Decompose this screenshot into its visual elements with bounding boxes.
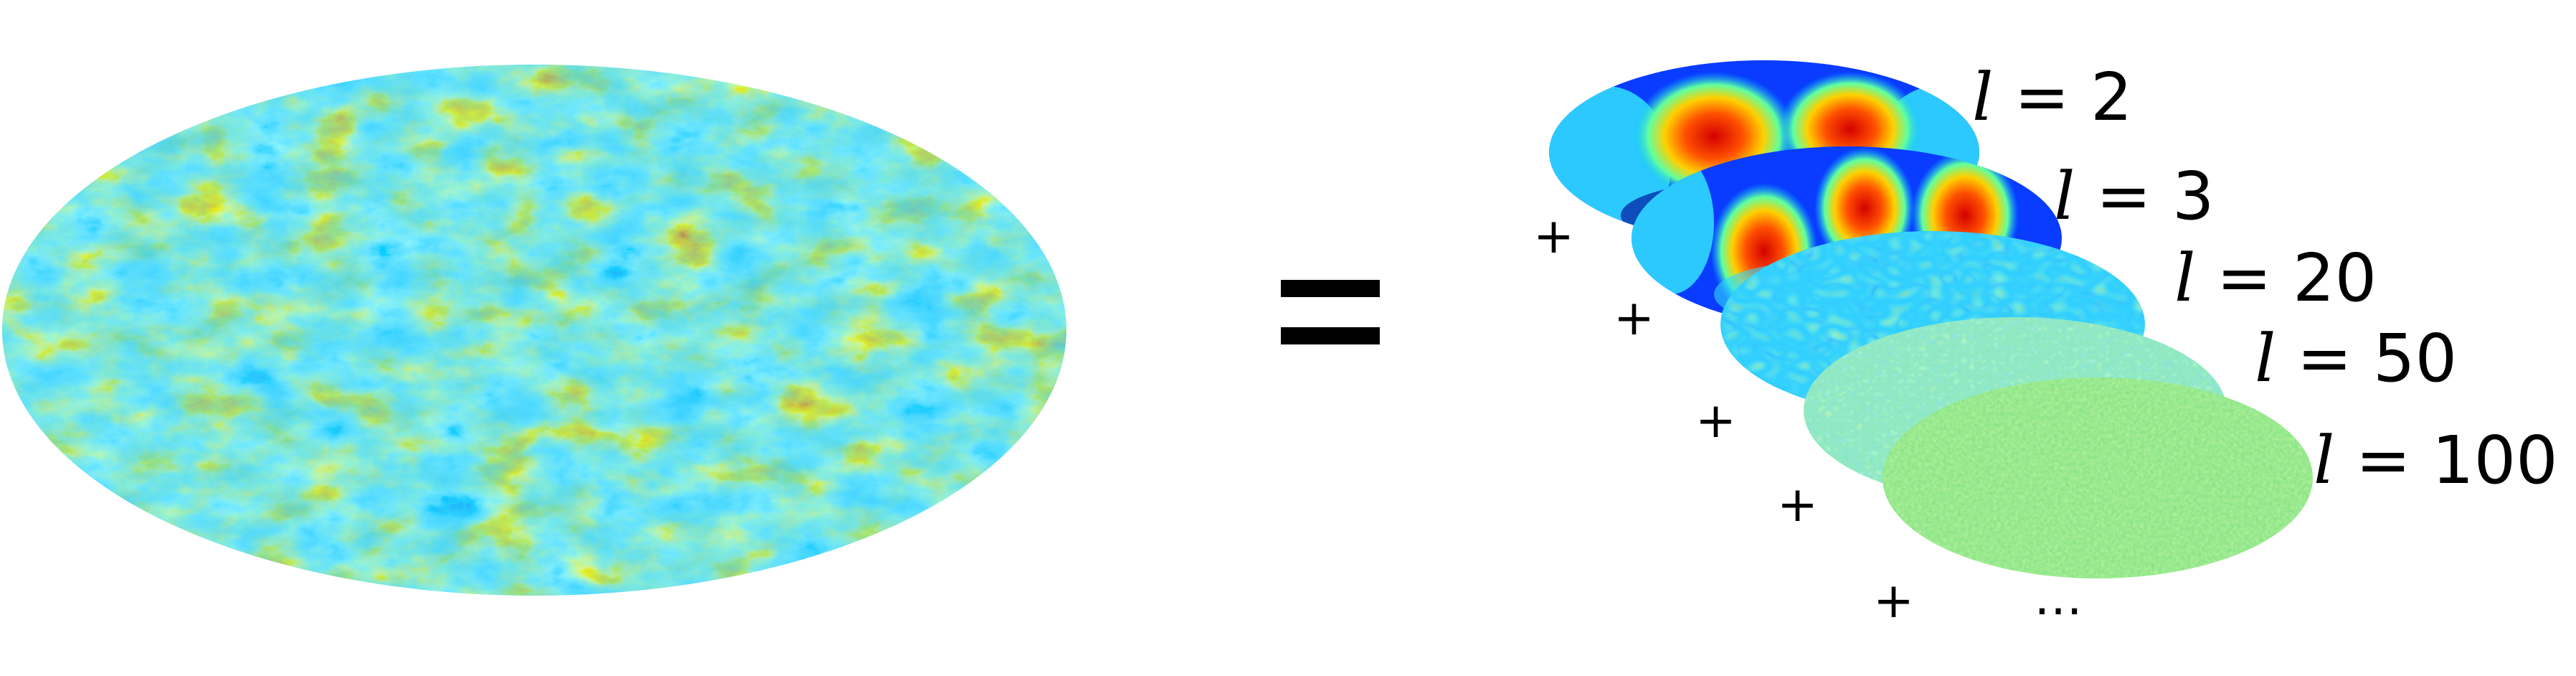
equals-bar-bottom — [1281, 327, 1380, 344]
label-l50-var: l — [2255, 320, 2276, 397]
label-l20-eq: = — [2216, 240, 2272, 316]
plus-sign-1: + — [1533, 208, 1574, 265]
plus-sign-5: + — [1873, 573, 1914, 629]
label-l100-eq: = — [2355, 422, 2411, 499]
label-l3-value: 3 — [2172, 158, 2215, 235]
label-l100-var: l — [2314, 422, 2335, 499]
label-l20-var: l — [2174, 240, 2196, 316]
label-l2-eq: = — [2014, 59, 2070, 136]
label-l3-var: l — [2054, 158, 2075, 235]
plus-sign-3: + — [1695, 393, 1736, 449]
label-l3-eq: = — [2096, 158, 2151, 235]
label-l2-var: l — [1972, 59, 1994, 136]
full-sky-map — [2, 65, 1066, 596]
equals-bar-top — [1281, 280, 1380, 297]
label-l20-value: 20 — [2293, 240, 2377, 316]
label-l2: l = 2 — [1972, 65, 2133, 131]
label-l50-value: 50 — [2373, 320, 2458, 397]
multipole-map-l100 — [1883, 377, 2313, 578]
plus-sign-4: + — [1777, 477, 1818, 533]
label-l20: l = 20 — [2174, 245, 2377, 311]
label-l50: l = 50 — [2255, 326, 2457, 392]
plus-sign-2: + — [1614, 290, 1654, 347]
continuation-ellipsis: … — [2034, 570, 2083, 626]
label-l50-eq: = — [2296, 320, 2352, 397]
label-l2-value: 2 — [2090, 59, 2133, 136]
label-l100-value: 100 — [2432, 422, 2558, 499]
label-l100: l = 100 — [2314, 428, 2558, 494]
label-l3: l = 3 — [2054, 164, 2215, 230]
